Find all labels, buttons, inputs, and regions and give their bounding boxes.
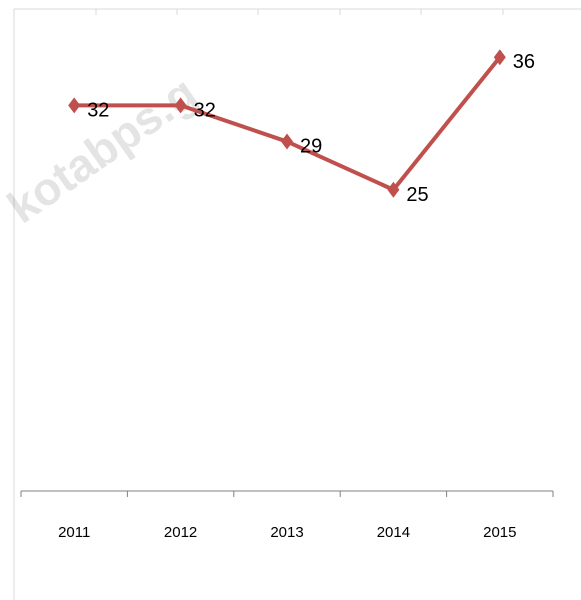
marker-2014 <box>387 181 400 198</box>
data-label-2011: 32 <box>87 99 109 121</box>
data-label-2015: 36 <box>513 51 535 73</box>
top-tick-marks <box>95 9 504 15</box>
x-tick-label-2015: 2015 <box>483 524 516 541</box>
marker-2015 <box>493 49 506 66</box>
x-tick-label-2014: 2014 <box>377 524 410 541</box>
marker-2013 <box>281 133 293 150</box>
x-axis-tick-labels: 2011 2012 2013 2014 2015 <box>58 524 516 541</box>
x-tick-label-2011: 2011 <box>58 524 90 541</box>
x-axis-tick-marks <box>20 491 554 497</box>
data-label-2013: 29 <box>300 136 322 158</box>
watermark-text: kotabps.g <box>0 66 206 233</box>
data-label-2012: 32 <box>194 99 216 121</box>
x-tick-label-2012: 2012 <box>164 524 197 541</box>
marker-2011 <box>68 97 81 114</box>
data-label-2014: 25 <box>406 184 428 206</box>
x-tick-label-2013: 2013 <box>270 524 303 541</box>
data-label-group: 32 32 29 25 36 <box>87 51 535 206</box>
marker-group <box>68 49 506 198</box>
marker-2012 <box>174 97 187 114</box>
